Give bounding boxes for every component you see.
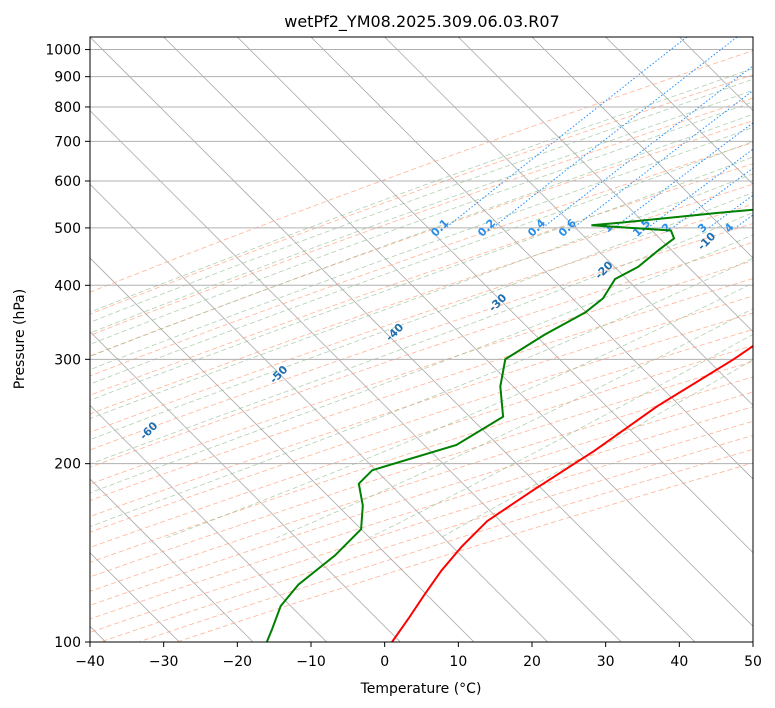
mixing-ratio-label: 6	[761, 220, 775, 235]
y-tick-label: 1000	[45, 43, 81, 59]
isotherm-line	[384, 37, 753, 406]
dry-adiabat-line	[90, 142, 753, 377]
y-tick-label: 200	[54, 457, 81, 473]
x-tick-label: 20	[523, 654, 541, 670]
mixing-ratio-label: 0.6	[556, 216, 579, 239]
mixing-ratio-line	[492, 37, 738, 229]
dry-adiabat-line	[90, 376, 753, 592]
isotherm-line	[90, 404, 327, 642]
y-axis-label: Pressure (hPa)	[12, 289, 28, 389]
isotherm-line	[458, 37, 753, 333]
x-axis-ticks: −40 −30 −20 −10 0 10 20 30 40 50	[75, 642, 762, 670]
isotherm-line	[90, 110, 622, 642]
x-tick-label: 10	[449, 654, 467, 670]
dry-adiabat-line	[90, 312, 753, 533]
y-tick-label: 100	[54, 635, 81, 651]
isotherm-label: -20	[592, 258, 615, 281]
x-tick-label: −10	[296, 654, 326, 670]
mixing-ratio-line	[734, 214, 753, 229]
pressure-grid	[90, 49, 753, 642]
isotherm-line	[237, 37, 753, 554]
dry-adiabat-line	[90, 391, 753, 606]
isotherm-line	[90, 183, 548, 642]
dry-adiabat-line	[90, 406, 753, 620]
x-axis-label: Temperature (°C)	[360, 681, 482, 697]
temperature-line	[391, 344, 753, 642]
isotherm-line	[90, 257, 475, 642]
dry-adiabat-line	[90, 183, 753, 415]
mixing-ratio-line	[613, 122, 753, 229]
dry-adiabat-line	[90, 328, 753, 548]
y-tick-label: 500	[54, 221, 81, 237]
isotherm-line	[752, 37, 753, 38]
moist-adiabat-line	[166, 282, 753, 539]
x-tick-label: 50	[744, 654, 762, 670]
isotherm-line	[531, 37, 753, 259]
y-tick-label: 600	[54, 174, 81, 190]
mixing-ratio-line	[572, 90, 753, 229]
dry-adiabat-line	[90, 345, 753, 563]
isotherm-line	[163, 37, 753, 627]
plot-frame	[89, 36, 754, 643]
mixing-ratio-line	[445, 37, 688, 229]
mixing-ratio-label: 0.1	[428, 217, 451, 240]
isotherm-label: -40	[383, 320, 406, 343]
isotherm-line	[679, 37, 753, 112]
dry-adiabat-line	[90, 260, 753, 485]
dry-adiabat-line	[90, 278, 753, 501]
mixing-ratio-line	[708, 194, 753, 229]
dry-adiabat-line	[90, 163, 753, 396]
x-tick-label: 30	[597, 654, 615, 670]
y-axis-ticks: 1000 900 800 700 600 500 400 300 200 100	[45, 43, 90, 651]
isotherm-line	[605, 37, 753, 185]
isotherm-line	[90, 478, 254, 642]
x-tick-label: −30	[149, 654, 179, 670]
y-tick-label: 700	[54, 134, 81, 150]
isotherm-line	[90, 331, 401, 642]
x-tick-label: −40	[75, 654, 105, 670]
dry-adiabat-line	[90, 295, 753, 517]
moist-adiabat-line	[276, 308, 753, 539]
dewpoint-line	[265, 208, 753, 642]
y-tick-label: 400	[54, 278, 81, 294]
isotherm-label: -30	[486, 291, 509, 314]
moist-adiabat-line	[90, 78, 753, 323]
mixing-ratio-label: 0.2	[475, 217, 498, 240]
chart-title: wetPf2_YM08.2025.309.06.03.R07	[284, 12, 559, 32]
dry-adiabat-line	[90, 50, 753, 293]
x-tick-label: 0	[380, 654, 389, 670]
mixing-ratio-line	[542, 65, 753, 229]
dry-adiabat-line	[100, 434, 753, 642]
y-tick-label: 900	[54, 70, 81, 86]
isotherm-line	[310, 37, 753, 480]
isotherm-label: -70	[6, 476, 29, 499]
y-tick-label: 800	[54, 100, 81, 116]
profiles	[265, 208, 753, 642]
mixing-ratio-line	[672, 167, 753, 229]
x-tick-label: 40	[670, 654, 688, 670]
isotherm-line	[90, 37, 696, 642]
dry-adiabat-line	[90, 360, 753, 578]
x-tick-label: −20	[223, 654, 253, 670]
mixing-ratio-label: 0.4	[525, 216, 548, 239]
dry-adiabat-line	[90, 97, 753, 336]
y-tick-label: 300	[54, 352, 81, 368]
